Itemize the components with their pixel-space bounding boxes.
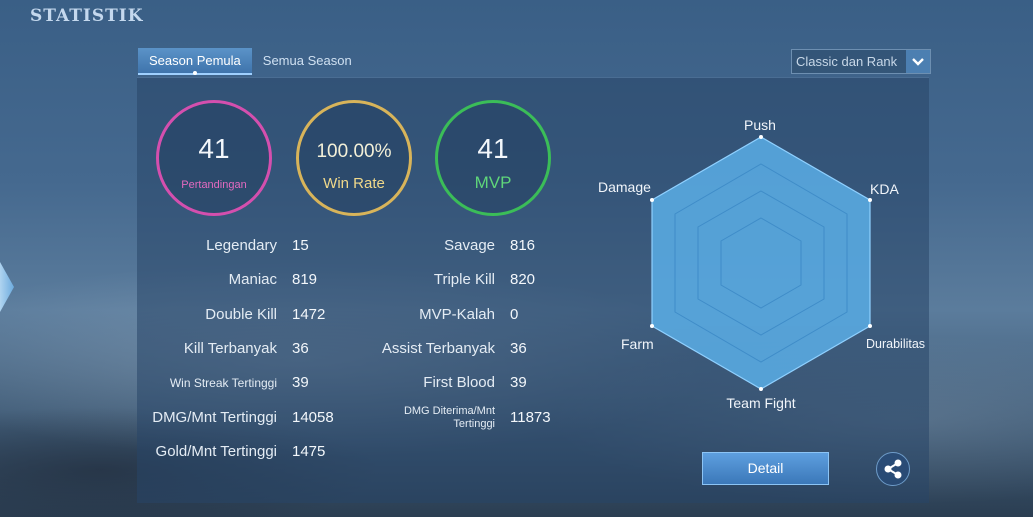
stat-label: Gold/Mnt Tertinggi <box>155 443 277 460</box>
matches-value: 41 <box>198 133 230 164</box>
win-rate-label: Win Rate <box>323 175 385 192</box>
stat-value: 0 <box>510 306 519 323</box>
stat-label: MVP-Kalah <box>419 306 495 323</box>
mvp-value: 41 <box>477 133 509 164</box>
share-button[interactable] <box>876 452 910 486</box>
tab-season-pemula[interactable]: Season Pemula <box>138 48 252 75</box>
radar-grid-ring <box>674 163 848 363</box>
mvp-ring: 41 MVP <box>435 100 551 216</box>
stat-label: Assist Terbanyak <box>381 340 495 357</box>
tab-label: Season Pemula <box>149 53 241 68</box>
tab-indicator <box>192 71 197 75</box>
stat-label: Kill Terbanyak <box>183 340 277 357</box>
radar-vertex <box>868 324 872 328</box>
radar-vertex <box>868 198 872 202</box>
stat-label: Double Kill <box>205 306 277 323</box>
page-title: STATISTIK <box>30 6 144 26</box>
stat-label: Triple Kill <box>433 271 495 288</box>
radar-outer-fill <box>651 136 871 390</box>
win-rate-ring: 100.00% Win Rate <box>296 100 412 216</box>
radar-axis-kda: KDA <box>870 181 899 197</box>
stat-value: 39 <box>292 374 309 391</box>
radar-vertex <box>650 324 654 328</box>
stat-value: 819 <box>292 271 318 288</box>
matches-ring: 41 Pertandingan <box>156 100 272 216</box>
stat-value: 36 <box>510 340 527 357</box>
radar-grid-ring <box>720 217 802 309</box>
detail-button[interactable]: Detail <box>702 452 829 485</box>
radar-vertex <box>650 198 654 202</box>
stat-value: 15 <box>292 237 309 254</box>
stat-label: Legendary <box>206 237 277 254</box>
stat-value: 11873 <box>510 409 551 426</box>
stat-value: 36 <box>292 340 309 357</box>
season-tabs: Season Pemula Semua Season <box>138 48 363 75</box>
chevron-down-icon[interactable] <box>906 50 930 73</box>
tab-semua-season[interactable]: Semua Season <box>252 48 363 75</box>
win-rate-value: 100.00% <box>316 141 392 162</box>
stat-label: DMG/Mnt Tertinggi <box>152 409 277 426</box>
share-icon <box>884 459 902 479</box>
mvp-label: MVP <box>474 173 512 192</box>
radar-axis-damage: Damage <box>598 179 651 195</box>
radar-axis-team-fight: Team Fight <box>726 395 795 411</box>
radar-grid-ring <box>697 190 825 336</box>
stat-value: 820 <box>510 271 536 288</box>
stat-value: 39 <box>510 374 527 391</box>
mode-dropdown[interactable]: Classic dan Rank <box>791 49 931 74</box>
radar-axis-farm: Farm <box>621 336 654 352</box>
radar-chart: Push KDA Durabilitas Team Fight Farm Dam… <box>598 117 925 411</box>
stat-label: Maniac <box>228 271 277 288</box>
stat-label: DMG Diterima/Mnt <box>403 405 495 417</box>
mode-dropdown-value: Classic dan Rank <box>796 54 898 69</box>
stat-label: Savage <box>444 237 495 254</box>
stat-label: First Blood <box>423 374 495 391</box>
radar-vertex <box>759 135 763 139</box>
radar-axis-push: Push <box>744 117 776 133</box>
stat-value: 1475 <box>292 443 326 460</box>
stat-value: 816 <box>510 237 536 254</box>
stat-value: 14058 <box>292 409 334 426</box>
stat-label-line2: Tertinggi <box>453 418 495 430</box>
tab-label: Semua Season <box>262 53 352 68</box>
matches-label: Pertandingan <box>181 179 247 191</box>
stat-value: 1472 <box>292 306 326 323</box>
radar-vertex <box>759 387 763 391</box>
stat-label: Win Streak Tertinggi <box>169 376 277 390</box>
radar-axis-durabilitas: Durabilitas <box>866 337 925 351</box>
